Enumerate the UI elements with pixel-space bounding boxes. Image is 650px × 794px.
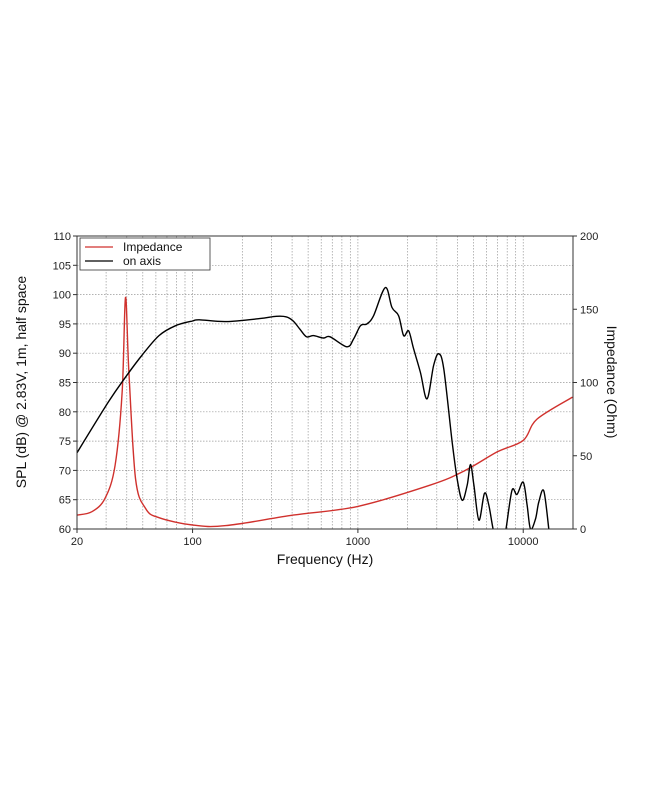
x-axis-label: Frequency (Hz) bbox=[277, 551, 373, 567]
y-axis-label: SPL (dB) @ 2.83V, 1m, half space bbox=[13, 276, 29, 489]
y2-tick-label: 0 bbox=[580, 524, 586, 536]
legend-label-on-axis: on axis bbox=[123, 254, 161, 268]
series-line-on-axis bbox=[77, 286, 550, 529]
y-tick-label: 110 bbox=[53, 231, 71, 243]
y-tick-label: 95 bbox=[59, 319, 71, 331]
y2-tick-label: 50 bbox=[580, 451, 592, 463]
y2-axis-label: Impedance (Ohm) bbox=[604, 326, 620, 439]
y2-tick-label: 150 bbox=[580, 304, 598, 316]
plot-frame bbox=[76, 235, 574, 530]
y-tick-label: 105 bbox=[53, 260, 71, 272]
y-tick-label: 100 bbox=[53, 290, 71, 302]
series-line-impedance bbox=[77, 296, 573, 528]
y-tick-label: 70 bbox=[59, 465, 71, 477]
y-tick-label: 90 bbox=[59, 348, 71, 360]
y-tick-label: 65 bbox=[59, 495, 71, 507]
legend: Impedance on axis bbox=[79, 237, 211, 271]
y-tick-label: 80 bbox=[59, 407, 71, 419]
x-tick-label: 100 bbox=[183, 536, 201, 548]
grid bbox=[77, 236, 573, 529]
y2-tick-label: 200 bbox=[580, 231, 598, 243]
legend-label-impedance: Impedance bbox=[123, 240, 183, 254]
x-tick-label: 20 bbox=[71, 536, 83, 548]
x-tick-label: 10000 bbox=[508, 536, 539, 548]
y2-tick-label: 100 bbox=[580, 378, 598, 390]
y-tick-label: 60 bbox=[59, 524, 71, 536]
y-tick-label: 75 bbox=[59, 436, 71, 448]
y-tick-label: 85 bbox=[59, 378, 71, 390]
x-tick-label: 1000 bbox=[346, 536, 370, 548]
